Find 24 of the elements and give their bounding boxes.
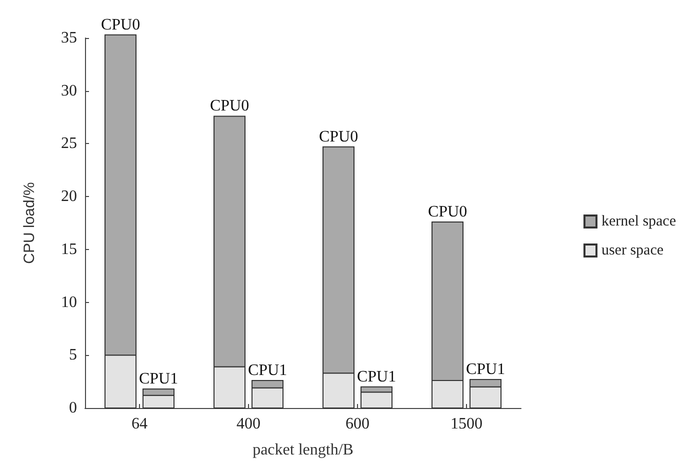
y-axis-title: CPU load/% <box>21 182 38 264</box>
y-tick-label: 20 <box>61 188 77 206</box>
annotation: CPU0 <box>318 128 358 146</box>
annotation: CPU1 <box>356 368 396 386</box>
annotation: CPU1 <box>248 362 288 380</box>
annotation: CPU1 <box>466 360 506 378</box>
x-tick-label: 64 <box>132 416 148 432</box>
y-tick-label: 5 <box>69 346 77 364</box>
y-tick-label: 15 <box>61 240 77 258</box>
annotation: CPU0 <box>428 203 468 220</box>
y-tick-label: 30 <box>61 82 77 100</box>
x-axis-title: packet length/B <box>252 442 354 458</box>
y-tick-label: 0 <box>69 400 77 416</box>
x-tick-label: 600 <box>346 416 370 432</box>
annotation: CPU0 <box>210 98 250 115</box>
legend-label: kernel space <box>601 214 676 230</box>
y-tick-label: 25 <box>61 135 77 152</box>
y-tick-label: 35 <box>61 30 77 46</box>
legend-label: user space <box>601 242 664 258</box>
annotation: CPU1 <box>138 370 178 388</box>
x-tick-label: 400 <box>236 416 260 432</box>
y-tick-label: 10 <box>61 294 77 311</box>
annotation: CPU0 <box>100 16 140 34</box>
x-tick-label: 1500 <box>450 416 482 432</box>
